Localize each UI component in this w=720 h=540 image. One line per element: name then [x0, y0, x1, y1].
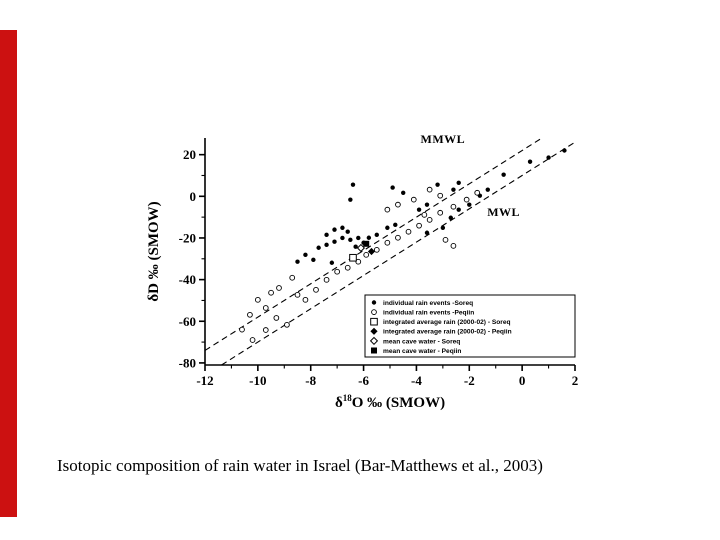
svg-text:-80: -80 — [179, 355, 196, 370]
svg-text:2: 2 — [572, 373, 579, 388]
caption: Isotopic composition of rain water in Is… — [57, 456, 543, 475]
series-square-filled — [363, 240, 370, 247]
svg-text:-10: -10 — [249, 373, 266, 388]
legend: individual rain events -Soreq individual … — [364, 294, 576, 358]
svg-text:-2: -2 — [464, 373, 475, 388]
series-circle-filled — [295, 148, 567, 265]
svg-text:integrated average rain (2000-: integrated average rain (2000-02) - Sore… — [383, 319, 511, 326]
svg-text:-4: -4 — [411, 373, 422, 388]
mmwl-label: MMWL — [421, 132, 466, 146]
mwl-label: MWL — [487, 205, 520, 219]
svg-text:mean cave water - Peqiin: mean cave water - Peqiin — [383, 348, 461, 355]
svg-text:-6: -6 — [358, 373, 369, 388]
mmwl-line — [204, 137, 543, 351]
scatter-chart: -12 -10 -8 -6 -4 -2 0 2200-20-40-60-80MMWLMWLin… — [146, 132, 578, 411]
series-diamond-open — [356, 243, 366, 253]
svg-text:integrated average rain (2000-: integrated average rain (2000-02) - Peqi… — [383, 329, 512, 336]
svg-text:-20: -20 — [179, 230, 196, 245]
series-diamond-filled — [367, 247, 376, 256]
y-axis-label: δD ‰ (SMOW) — [146, 201, 162, 301]
svg-text:0: 0 — [190, 189, 197, 204]
left-accent-bar — [0, 30, 17, 517]
series-circle-open — [239, 186, 481, 343]
svg-text:individual rain events -Soreq: individual rain events -Soreq — [383, 300, 473, 307]
svg-text:mean cave water - Soreq: mean cave water - Soreq — [383, 338, 460, 345]
svg-text:20: 20 — [183, 147, 196, 162]
svg-text:0: 0 — [519, 373, 526, 388]
scatter-chart-figure: -12 -10 -8 -6 -4 -2 0 2 20 0 -20 -40 -60 -80 MMWL MWL in… — [141, 124, 611, 424]
series-square-open — [349, 253, 357, 262]
svg-text:-8: -8 — [305, 373, 316, 388]
svg-text:-12: -12 — [196, 373, 213, 388]
svg-text:-60: -60 — [179, 314, 196, 329]
x-axis-label: δ18O ‰ (SMOW) — [335, 393, 445, 411]
svg-text:-40: -40 — [179, 272, 196, 287]
svg-text:individual rain events -Peqiin: individual rain events -Peqiin — [383, 310, 474, 317]
x-axis: -12 -10 -8 -6 -4 -2 0 2 — [196, 365, 578, 388]
y-axis: 20 0 -20 -40 -60 -80 — [179, 147, 205, 370]
